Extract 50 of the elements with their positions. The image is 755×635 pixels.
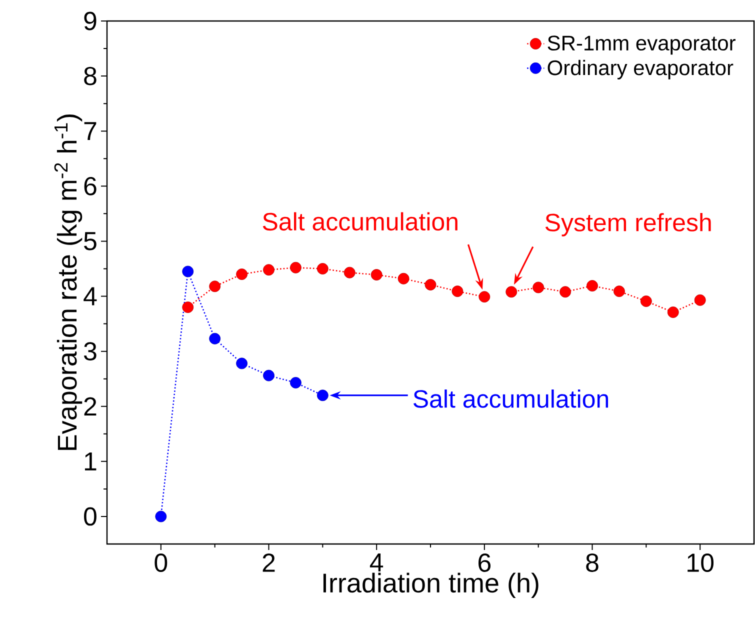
point [316, 263, 328, 274]
x-tick-label: 10 [688, 554, 714, 572]
point [316, 390, 328, 402]
point [236, 268, 248, 280]
y-tick-label: 7 [84, 122, 96, 140]
point [182, 302, 194, 313]
point [532, 282, 544, 294]
legend-label: SR-1mm evaporator [548, 36, 736, 55]
point [236, 358, 248, 370]
y-tick-label: 0 [84, 507, 96, 526]
point [290, 376, 302, 388]
point [586, 280, 598, 292]
y-tick-label: 2 [84, 397, 96, 416]
point [370, 269, 382, 280]
x-tick-label: 4 [370, 554, 384, 572]
point [560, 286, 571, 298]
x-tick-label: 0 [154, 554, 168, 572]
point [506, 286, 518, 298]
annotation: System refresh [545, 213, 711, 236]
legend-label: Ordinary evaporator [548, 60, 734, 80]
point [209, 332, 221, 344]
y-tick-label: 9 [84, 12, 96, 30]
y-axis-title: Evaporation rate (kg m$^{-2}$ h$^{-1}$) [54, 114, 82, 450]
x-tick-label: 8 [586, 554, 598, 572]
y-tick-label: 6 [84, 176, 96, 196]
point [344, 266, 356, 278]
point [263, 370, 274, 382]
y-tick-label: 3 [84, 342, 96, 361]
point [452, 286, 464, 298]
y-tick-label: 4 [84, 287, 97, 306]
x-tick-label: 6 [478, 554, 491, 572]
point [263, 264, 274, 276]
point [640, 296, 652, 307]
y-tick-label: 1 [84, 452, 96, 470]
point [182, 266, 194, 278]
point [424, 279, 436, 290]
point [155, 510, 167, 522]
x-axis-title: Irradiation time (h) [323, 572, 538, 598]
y-tick-label: 8 [84, 66, 96, 86]
point [478, 291, 490, 303]
annotation: Salt accumulation [262, 212, 458, 231]
point [694, 294, 706, 306]
point [398, 272, 410, 284]
point [209, 280, 221, 292]
point [290, 262, 302, 274]
point [614, 286, 625, 298]
x-tick-label: 2 [262, 554, 275, 572]
y-tick-label: 5 [84, 232, 96, 250]
annotation: Salt accumulation [414, 389, 608, 408]
point [667, 306, 679, 318]
